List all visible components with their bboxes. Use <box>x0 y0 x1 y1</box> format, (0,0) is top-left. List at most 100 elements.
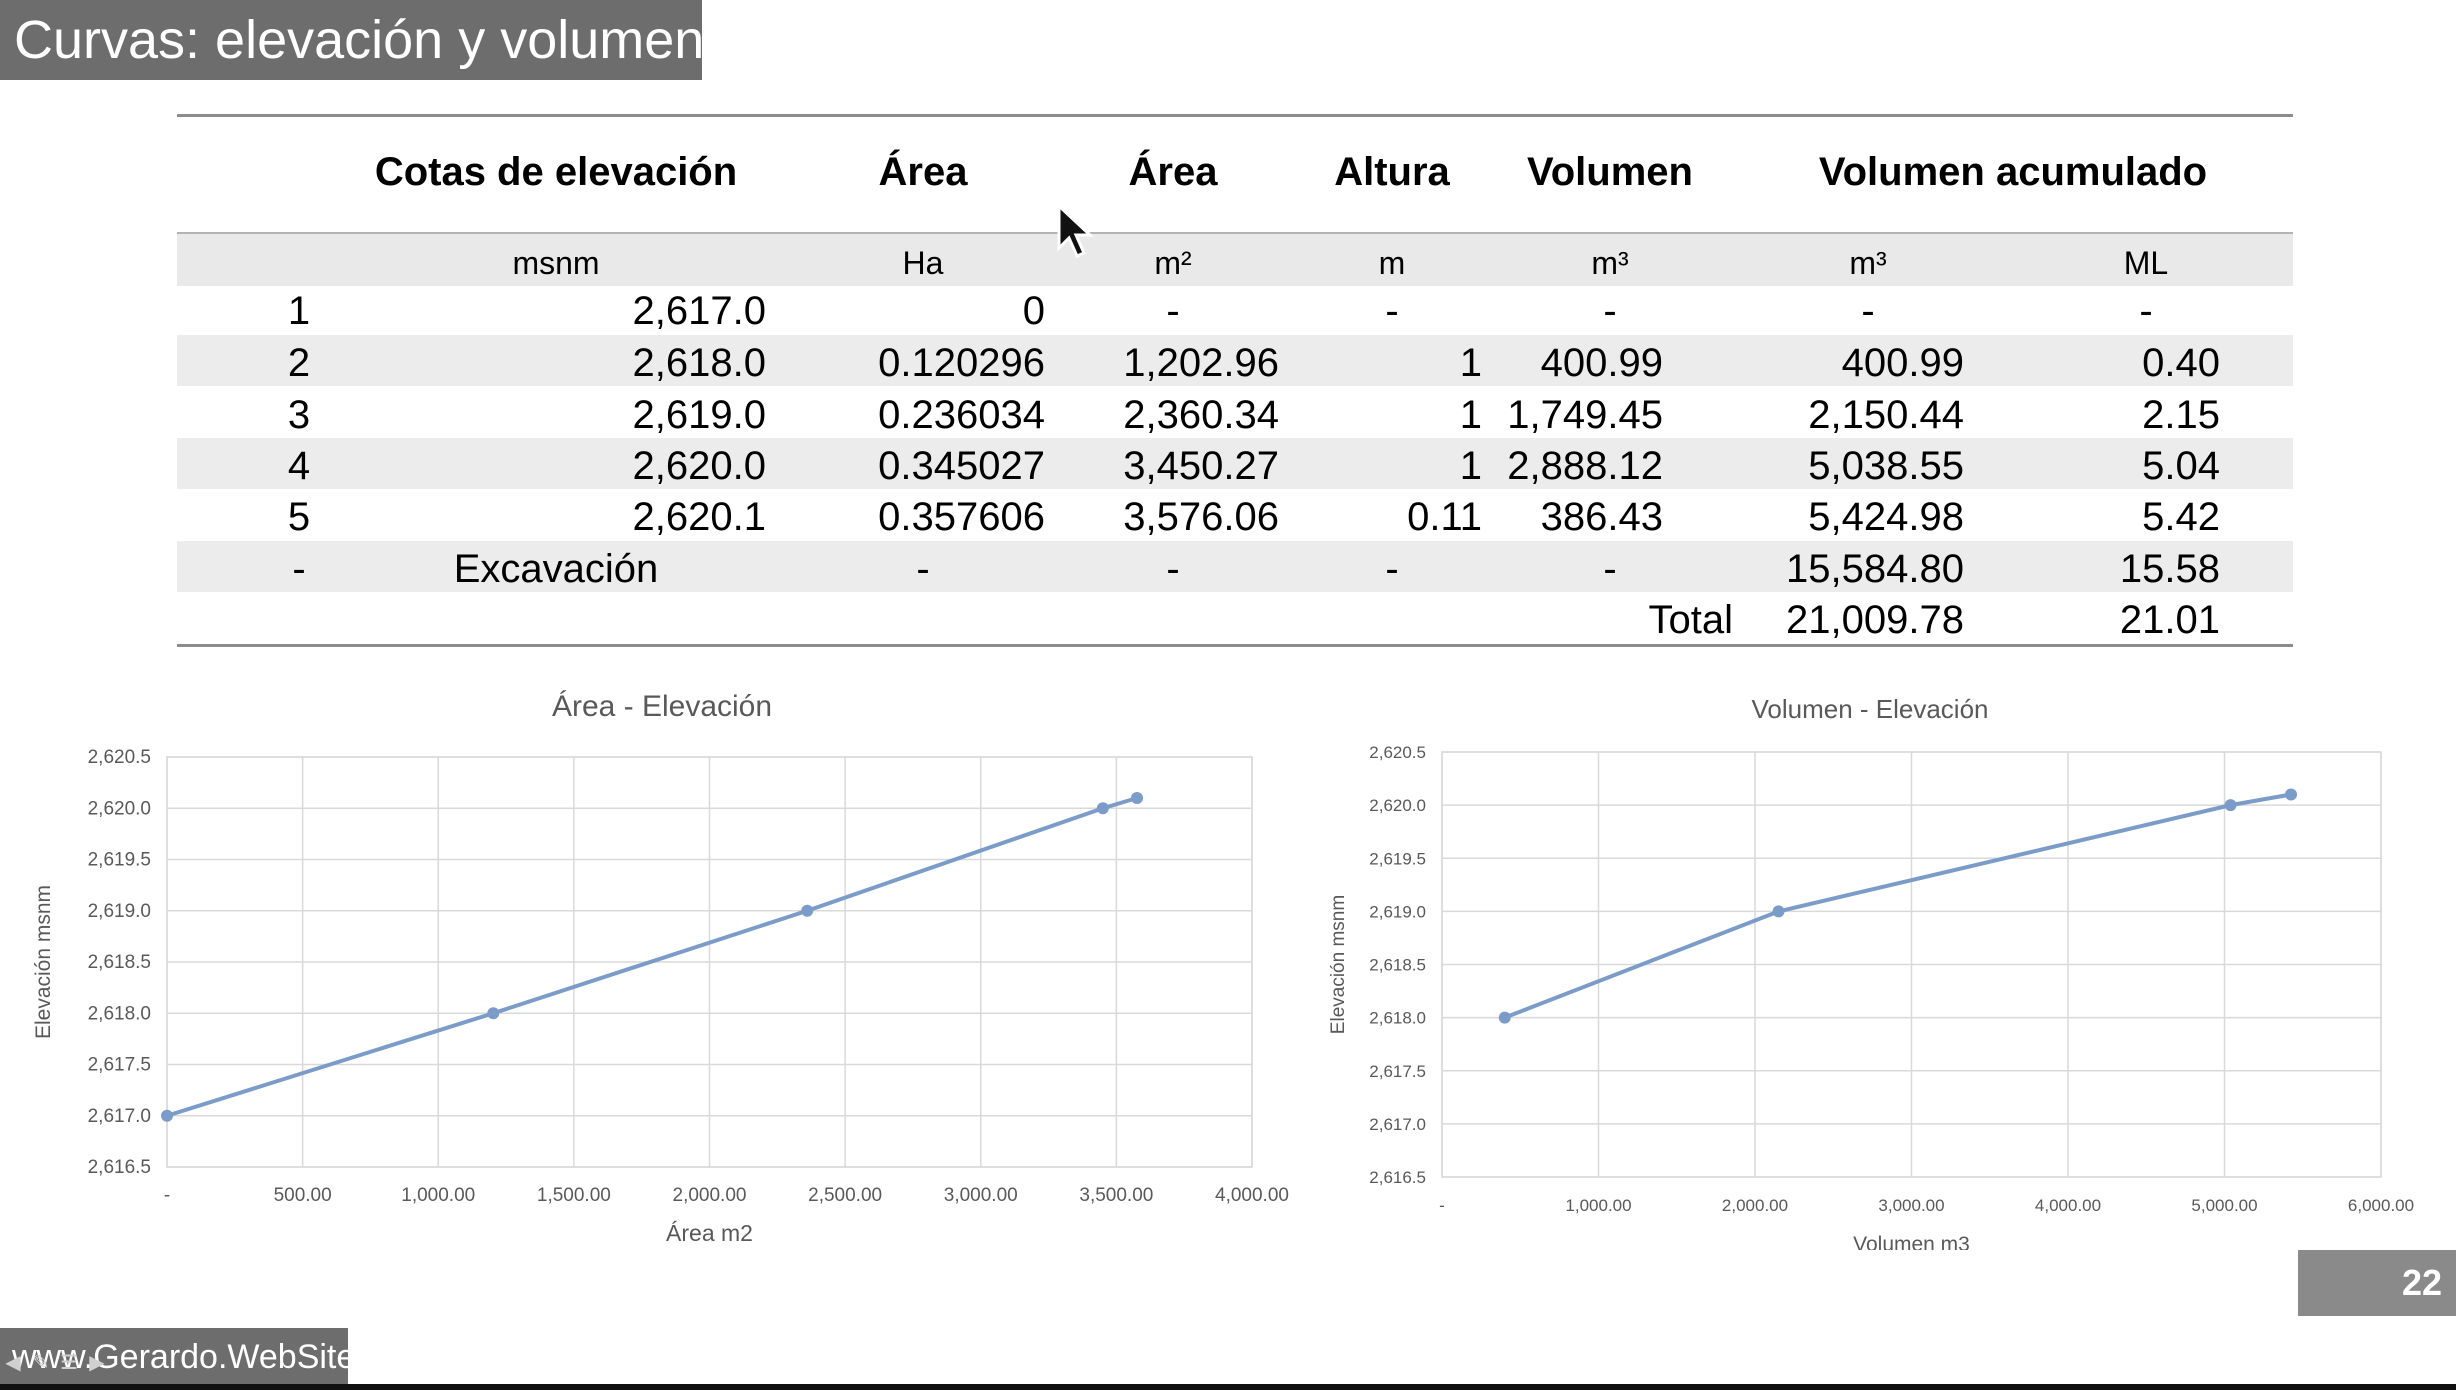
x-tick-label: 1,000.00 <box>1565 1196 1631 1215</box>
y-tick-label: 2,617.5 <box>88 1055 151 1076</box>
table-cell: 2,619.0 <box>632 393 766 437</box>
table-cell: 5.04 <box>2142 444 2220 488</box>
x-tick-label: 5,000.00 <box>2191 1196 2257 1215</box>
table-bottom-rule <box>177 644 2293 647</box>
x-tick-label: 3,000.00 <box>944 1185 1018 1206</box>
data-point <box>1096 802 1109 815</box>
pen-icon[interactable]: ✎ <box>32 1352 50 1374</box>
y-axis-label: Elevación msnm <box>32 885 55 1039</box>
y-tick-label: 2,617.0 <box>1369 1115 1426 1134</box>
table-cell: 1 <box>1459 444 1482 488</box>
table-cell: 1,202.96 <box>1123 341 1279 385</box>
x-tick-label: - <box>1439 1196 1445 1215</box>
table-cell: - <box>2139 289 2153 333</box>
table-cell: Excavación <box>453 547 659 591</box>
x-axis-label: Volumen m3 <box>1853 1233 1970 1250</box>
y-tick-label: 2,616.5 <box>1369 1168 1426 1187</box>
table-cell: 3,450.27 <box>1123 444 1279 488</box>
y-tick-label: 2,618.5 <box>88 952 151 973</box>
chart-volumen-title: Volumen - Elevación <box>1751 694 1989 724</box>
y-tick-label: 2,620.0 <box>88 798 151 819</box>
table-cell: 0.40 <box>2142 341 2220 385</box>
table-cell: 2,150.44 <box>1808 393 1964 437</box>
table-cell: 3,576.06 <box>1123 495 1279 539</box>
table-cell: - <box>1166 547 1180 591</box>
header-volumen: Volumen <box>1527 150 1693 194</box>
table-cell: 0 <box>1022 289 1045 333</box>
x-tick-label: 500.00 <box>274 1185 332 1206</box>
data-point <box>801 904 814 917</box>
footer-website: www.Gerardo.WebSite <box>0 1328 355 1386</box>
data-point <box>1772 905 1785 918</box>
menu-icon[interactable]: ☰ <box>60 1352 78 1374</box>
units-row-bg <box>177 234 2293 286</box>
table-cell: 0.236034 <box>878 393 1045 437</box>
table-cell: 2.15 <box>2142 393 2220 437</box>
table-cell: 5,038.55 <box>1808 444 1964 488</box>
table-cell: 386.43 <box>1540 495 1663 539</box>
data-point <box>2285 788 2298 801</box>
slide-title: Curvas: elevación y volumen <box>0 0 704 80</box>
chart-volumen-elevacion: - 1,000.00 2,000.00 3,000.00 4,000.00 5,000.0… <box>1328 743 2414 1250</box>
table-cell: - <box>1385 547 1399 591</box>
x-tick-label: 4,000.00 <box>2035 1196 2101 1215</box>
table-cell: 3 <box>287 393 311 437</box>
y-tick-label: 2,620.5 <box>1369 743 1426 762</box>
next-arrow-icon[interactable]: ▶ <box>89 1352 105 1374</box>
y-tick-label: 2,619.5 <box>88 850 151 871</box>
slide-nav-controls[interactable]: ◀ ✎ ☰ ▶ <box>2 1352 108 1374</box>
header-area-m2: Área <box>1128 150 1218 194</box>
data-point <box>1131 792 1144 804</box>
table-top-rule <box>177 114 2293 117</box>
table-cell: - <box>1166 289 1180 333</box>
y-tick-label: 2,619.5 <box>1369 849 1426 868</box>
table-cell: - <box>292 547 306 591</box>
y-tick-label: 2,618.0 <box>1369 1009 1426 1028</box>
table-cell: - <box>1603 289 1617 333</box>
x-tick-label: - <box>164 1185 170 1206</box>
x-tick-label: 2,000.00 <box>1722 1196 1788 1215</box>
unit-m2: m² <box>1154 245 1192 281</box>
header-area-ha: Área <box>878 150 968 194</box>
unit-m: m <box>1378 245 1406 281</box>
table-cell: - <box>1861 289 1875 333</box>
x-tick-label: 2,500.00 <box>808 1185 882 1206</box>
unit-msnm: msnm <box>512 245 600 281</box>
table-cell: 5 <box>287 495 311 539</box>
x-tick-label: 3,000.00 <box>1878 1196 1944 1215</box>
table-cell: 2,620.0 <box>632 444 766 488</box>
data-point <box>1498 1011 1511 1024</box>
unit-ml: ML <box>2123 245 2169 281</box>
table-cell: 1 <box>1459 393 1482 437</box>
table-row-bg <box>177 438 2293 489</box>
bottom-border <box>0 1384 2456 1390</box>
data-point <box>2224 799 2237 812</box>
unit-m3: m³ <box>1591 245 1629 281</box>
table-cell: 15,584.80 <box>1786 547 1964 591</box>
table-cell: - <box>916 547 930 591</box>
table-cell: 2 <box>287 341 311 385</box>
x-tick-label: 3,500.00 <box>1079 1185 1153 1206</box>
table-cell: 400.99 <box>1841 341 1964 385</box>
table-cell: 1 <box>287 289 311 333</box>
chart-area-elevacion: - 500.00 1,000.00 1,500.00 2,000.00 2,500.00 3… <box>32 747 1289 1246</box>
total-ml: 21.01 <box>2119 598 2220 642</box>
table-cell: 0.11 <box>1407 495 1482 539</box>
y-tick-label: 2,619.0 <box>88 901 151 922</box>
data-point <box>161 1109 173 1122</box>
table-row-bg <box>177 335 2293 386</box>
x-axis-label: Área m2 <box>666 1220 753 1246</box>
table-cell: 15.58 <box>2119 547 2220 591</box>
table-cell: 4 <box>287 444 311 488</box>
table-cell: 0.357606 <box>878 495 1045 539</box>
header-volumen-acumulado: Volumen acumulado <box>1818 150 2208 194</box>
unit-m3-acum: m³ <box>1849 245 1887 281</box>
header-altura: Altura <box>1334 150 1450 194</box>
prev-arrow-icon[interactable]: ◀ <box>5 1352 21 1374</box>
y-tick-label: 2,620.0 <box>1369 796 1426 815</box>
header-rule <box>177 232 2293 235</box>
x-tick-label: 2,000.00 <box>673 1185 747 1206</box>
table-cell: 2,620.1 <box>632 495 766 539</box>
table-cell: 5,424.98 <box>1808 495 1964 539</box>
y-tick-label: 2,617.0 <box>88 1106 151 1127</box>
